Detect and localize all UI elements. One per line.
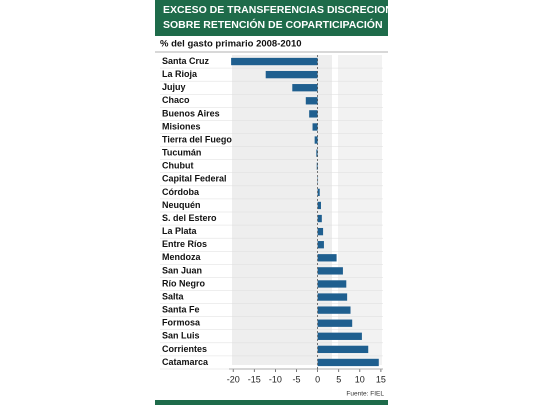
y-tick-label: Neuquén (162, 200, 201, 210)
subtitle: % del gasto primario 2008-2010 (160, 39, 302, 50)
y-tick-label: Misiones (162, 121, 201, 131)
bar (318, 346, 369, 353)
y-tick-label: S. del Estero (162, 213, 217, 223)
y-tick-label: Santa Fe (162, 305, 200, 315)
bar (318, 241, 324, 248)
bar (318, 254, 337, 261)
chart-title-line: SOBRE RETENCIÓN DE COPARTICIPACIÓN (163, 18, 383, 31)
y-tick-label: La Rioja (162, 69, 198, 79)
footer-bar (155, 400, 388, 405)
chart-title-line: EXCESO DE TRANSFERENCIAS DISCRECIONALES (163, 4, 421, 16)
bar (318, 215, 322, 222)
bar (266, 71, 318, 78)
y-tick-label: Mendoza (162, 252, 201, 262)
bar (306, 97, 318, 104)
y-tick-label: Salta (162, 291, 185, 301)
y-tick-label: Entre Ríos (162, 239, 207, 249)
bar (313, 123, 318, 130)
x-tick-label: 15 (376, 374, 386, 384)
bar (318, 293, 348, 300)
bar (318, 202, 321, 209)
x-tick-label: -15 (248, 374, 261, 384)
background-art (338, 55, 382, 365)
y-tick-label: Buenos Aires (162, 108, 220, 118)
bar (292, 84, 317, 91)
x-tick-label: 0 (315, 374, 320, 384)
y-tick-label: Jujuy (162, 82, 186, 92)
bar (309, 110, 317, 117)
bar (318, 267, 343, 274)
y-tick-label: Santa Cruz (162, 56, 210, 66)
y-tick-label: Chaco (162, 95, 190, 105)
bar (318, 320, 353, 327)
y-tick-label: Formosa (162, 318, 201, 328)
y-tick-label: San Luis (162, 331, 200, 341)
bar (318, 306, 351, 313)
y-tick-label: Córdoba (162, 187, 200, 197)
source: Fuente: FIEL (346, 391, 384, 398)
y-tick-label: La Plata (162, 226, 198, 236)
x-tick-label: 10 (355, 374, 365, 384)
y-tick-label: Río Negro (162, 278, 206, 288)
x-tick-label: -20 (227, 374, 240, 384)
bar (315, 136, 318, 143)
bar (318, 228, 323, 235)
bar (318, 333, 362, 340)
y-tick-label: Capital Federal (162, 174, 227, 184)
bar (318, 280, 347, 287)
y-tick-label: Corrientes (162, 344, 207, 354)
x-tick-label: -10 (269, 374, 282, 384)
y-tick-label: Chubut (162, 161, 194, 171)
y-tick-label: Tierra del Fuego (162, 134, 232, 144)
x-tick-label: -5 (292, 374, 300, 384)
x-tick-label: 5 (336, 374, 341, 384)
bar (231, 58, 317, 65)
bar (318, 359, 379, 366)
y-tick-label: Catamarca (162, 357, 209, 367)
y-tick-label: Tucumán (162, 148, 201, 158)
y-tick-label: San Juan (162, 265, 202, 275)
